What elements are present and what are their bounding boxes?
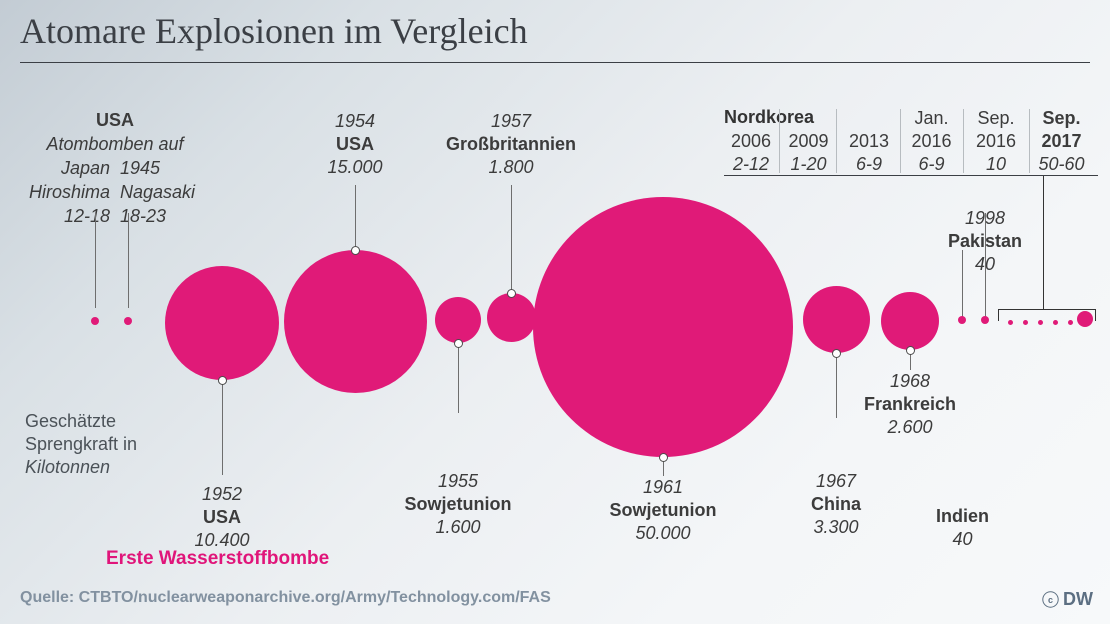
svg-text:c: c — [1048, 595, 1053, 605]
